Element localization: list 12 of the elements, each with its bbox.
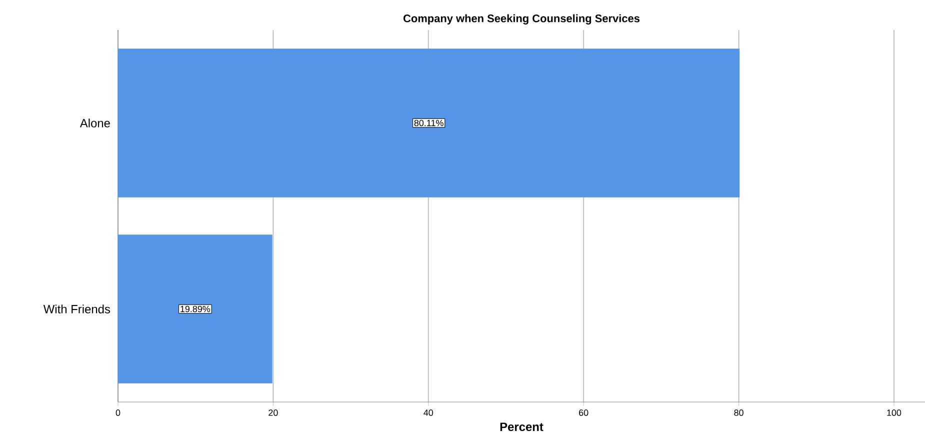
x-axis-title: Percent — [500, 422, 544, 432]
data-label: 80.11% — [414, 120, 444, 126]
data-label: 19.89% — [180, 306, 210, 312]
x-tick-label: 60 — [579, 410, 588, 416]
x-tick-label: 40 — [424, 410, 434, 416]
x-tick-label: 100 — [887, 410, 902, 416]
x-tick-label: 80 — [734, 410, 744, 416]
x-tick-label: 0 — [116, 410, 120, 416]
y-tick-label: With Friends — [43, 304, 110, 314]
y-tick-label: Alone — [80, 118, 110, 128]
x-tick-label: 20 — [268, 410, 278, 416]
chart-title: Company when Seeking Counseling Services — [404, 14, 640, 25]
